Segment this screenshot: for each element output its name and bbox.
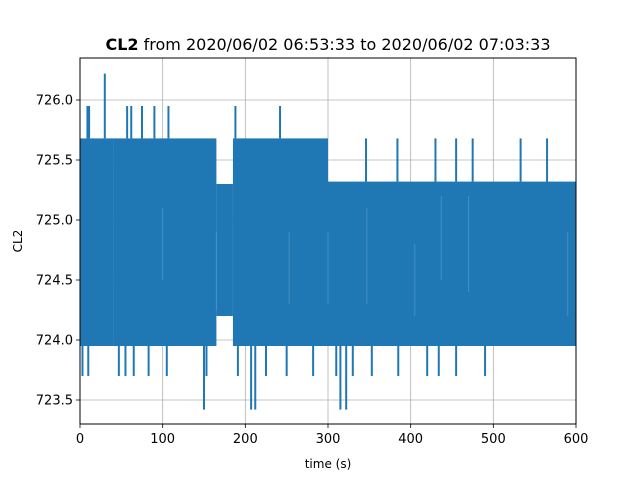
x-tick-label: 100 <box>150 432 175 447</box>
x-tick-label: 0 <box>76 432 84 447</box>
chart-title-rest: from 2020/06/02 06:53:33 to 2020/06/02 0… <box>139 35 551 54</box>
y-tick-label: 724.0 <box>36 334 73 349</box>
series-band <box>328 181 576 346</box>
chart-title: CL2 from 2020/06/02 06:53:33 to 2020/06/… <box>105 35 550 54</box>
x-tick-label: 600 <box>564 432 589 447</box>
x-axis-label: time (s) <box>305 457 352 471</box>
series-band <box>113 138 217 346</box>
y-tick-label: 724.5 <box>36 274 73 289</box>
series-band <box>232 138 328 346</box>
y-tick-label: 726.0 <box>36 94 73 109</box>
x-axis: 0 100 200 300 400 500 600 <box>76 424 589 447</box>
series-band <box>80 138 114 346</box>
x-tick-label: 400 <box>398 432 423 447</box>
x-tick-label: 300 <box>316 432 341 447</box>
y-axis-label: CL2 <box>11 230 25 253</box>
plot-area <box>80 73 576 410</box>
x-tick-label: 500 <box>481 432 506 447</box>
x-tick-label: 200 <box>233 432 258 447</box>
chart-title-bold: CL2 <box>105 35 138 54</box>
y-tick-label: 723.5 <box>36 394 73 409</box>
series-band <box>216 184 233 316</box>
y-tick-label: 725.0 <box>36 214 73 229</box>
y-tick-label: 725.5 <box>36 154 73 169</box>
y-axis: 723.5 724.0 724.5 725.0 725.5 726.0 <box>36 94 80 409</box>
